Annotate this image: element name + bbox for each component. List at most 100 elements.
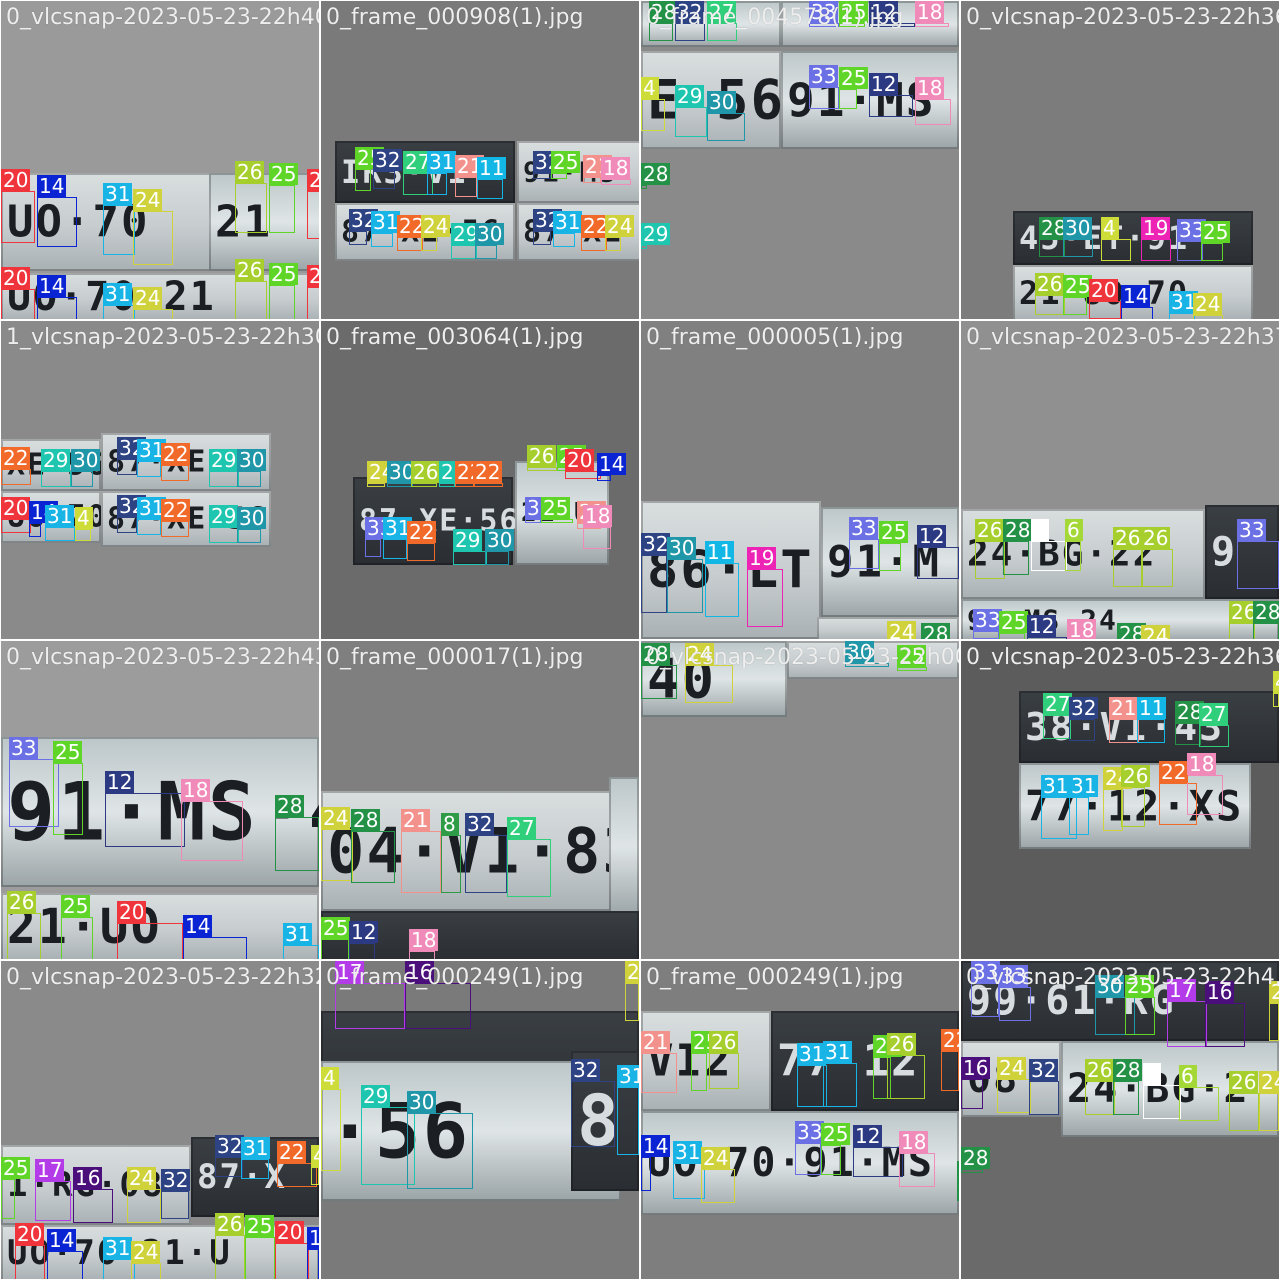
bounding-box xyxy=(117,923,183,959)
class-label-tag: 12 xyxy=(869,72,899,96)
class-label-tag: 33 xyxy=(1237,518,1267,542)
bounding-box xyxy=(675,107,707,137)
bounding-box xyxy=(641,1157,651,1191)
class-label-tag: 24 xyxy=(701,1146,731,1170)
class-label-tag: 24 xyxy=(1269,981,1279,1003)
bounding-box xyxy=(705,563,739,617)
bounding-box xyxy=(869,23,915,27)
class-label-tag: 28 xyxy=(1117,623,1147,639)
class-label-tag: 6 xyxy=(1065,519,1083,541)
bounding-box xyxy=(1103,789,1123,831)
bounding-box xyxy=(103,305,135,319)
class-label-tag: 18 xyxy=(899,1130,929,1154)
bounding-box xyxy=(553,233,575,247)
class-label-tag: 30 xyxy=(475,222,505,246)
bounding-box xyxy=(1101,239,1131,261)
class-label-tag: 17 xyxy=(335,961,365,984)
class-label-tag: 25 xyxy=(1125,974,1155,998)
bounding-box xyxy=(209,527,239,543)
class-label-tag: 29 xyxy=(675,84,705,108)
bounding-box xyxy=(973,631,999,639)
bounding-box xyxy=(1205,1003,1245,1047)
class-label-tag: 21 xyxy=(1109,696,1139,720)
bounding-box xyxy=(61,917,93,959)
bounding-box xyxy=(71,471,93,487)
class-label-tag: 30 xyxy=(407,1090,437,1114)
bounding-box xyxy=(975,541,1005,579)
bounding-box xyxy=(1,191,35,243)
class-label-tag: 25 xyxy=(269,262,299,286)
bounding-box xyxy=(335,983,405,1029)
bounding-box xyxy=(1113,1081,1139,1115)
class-label-tag: 31 xyxy=(103,1236,133,1260)
mosaic-tile: UO·70 21 UO·70 21 0_vlcsnap-2023-05-23-22h4… xyxy=(1,1,319,319)
bounding-box xyxy=(917,547,959,579)
class-label-tag: 29 xyxy=(361,1084,391,1108)
class-label-tag: 4 xyxy=(321,1067,339,1089)
bounding-box xyxy=(275,817,319,871)
class-label-tag: 11 xyxy=(477,156,507,180)
bounding-box xyxy=(709,1053,739,1089)
bounding-box xyxy=(241,1159,269,1179)
class-label-tag: 25 xyxy=(879,520,909,544)
bounding-box xyxy=(1069,719,1095,741)
bounding-box xyxy=(477,179,503,199)
class-label-tag: 31 xyxy=(617,1065,639,1087)
bounding-box xyxy=(1121,787,1145,827)
class-label-tag: 28 xyxy=(649,1,679,24)
bounding-box xyxy=(1029,1081,1059,1115)
tile-filename: 0_vlcsnap-2023-05-23-22h43m09s395_004445… xyxy=(6,645,319,670)
class-label-tag: 14 xyxy=(183,914,213,938)
class-label-tag: 30 xyxy=(387,460,417,484)
bounding-box xyxy=(473,483,503,487)
bounding-box xyxy=(137,461,161,477)
bounding-box xyxy=(1143,1085,1181,1119)
class-label-tag: 33 xyxy=(9,736,39,760)
mosaic-tile: 38·VI·43 77·12·XS 0_vlcsnap-2023-05-23-22h… xyxy=(961,641,1279,959)
class-label-tag: 32 xyxy=(641,532,671,556)
plate-text: 21 xyxy=(215,196,272,248)
bounding-box xyxy=(879,543,901,571)
class-label-tag: 33 xyxy=(971,961,1001,984)
class-label-tag: 31 xyxy=(383,516,413,540)
bounding-box xyxy=(1039,239,1065,257)
bounding-box xyxy=(161,465,189,481)
class-label-tag: 32 xyxy=(675,1,705,24)
class-label-tag: 16 xyxy=(73,1166,103,1190)
class-label-tag: 30 xyxy=(71,448,101,472)
class-label-tag: 26 xyxy=(215,1212,245,1236)
bounding-box xyxy=(809,23,839,27)
bounding-box xyxy=(137,519,161,535)
bounding-box xyxy=(1035,295,1065,315)
bounding-box xyxy=(685,665,733,703)
class-label-tag: 31 xyxy=(427,150,457,174)
class-label-tag: 26 xyxy=(1121,764,1151,788)
bounding-box xyxy=(9,759,59,827)
tile-filename: 0_vlcsnap-2023-05-23-22h40m58s628_000908… xyxy=(6,5,319,30)
class-label-tag: 12 xyxy=(853,1124,883,1148)
bounding-box xyxy=(485,551,509,565)
class-label-tag: 18 xyxy=(409,928,439,952)
bounding-box xyxy=(283,945,319,959)
bounding-box xyxy=(915,23,949,27)
bounding-box xyxy=(349,943,375,959)
bounding-box xyxy=(401,831,441,893)
bounding-box xyxy=(45,527,75,541)
class-label-tag: 24 xyxy=(133,188,163,212)
class-label-tag: 22 xyxy=(277,1140,307,1164)
class-label-tag: 24 xyxy=(131,1240,161,1264)
class-label-tag: 18 xyxy=(915,76,945,100)
bounding-box xyxy=(541,519,573,523)
bounding-box xyxy=(439,483,455,487)
class-label-tag: 31 xyxy=(241,1136,271,1160)
mosaic-tile: ·56 8 0_frame_000249(1).jpg 4 29 30 32 31 24 17 16 xyxy=(321,961,639,1279)
class-label-tag: 31 xyxy=(283,922,313,946)
class-label-tag: 30 xyxy=(237,448,267,472)
bounding-box xyxy=(235,183,267,233)
class-label-tag: 32 xyxy=(1069,696,1099,720)
bounding-box xyxy=(839,89,857,109)
class-label-tag: 25 xyxy=(245,1214,275,1238)
class-label-tag: 31 xyxy=(553,210,583,234)
bounding-box xyxy=(1137,719,1165,743)
class-label-tag: 26 xyxy=(7,890,37,914)
